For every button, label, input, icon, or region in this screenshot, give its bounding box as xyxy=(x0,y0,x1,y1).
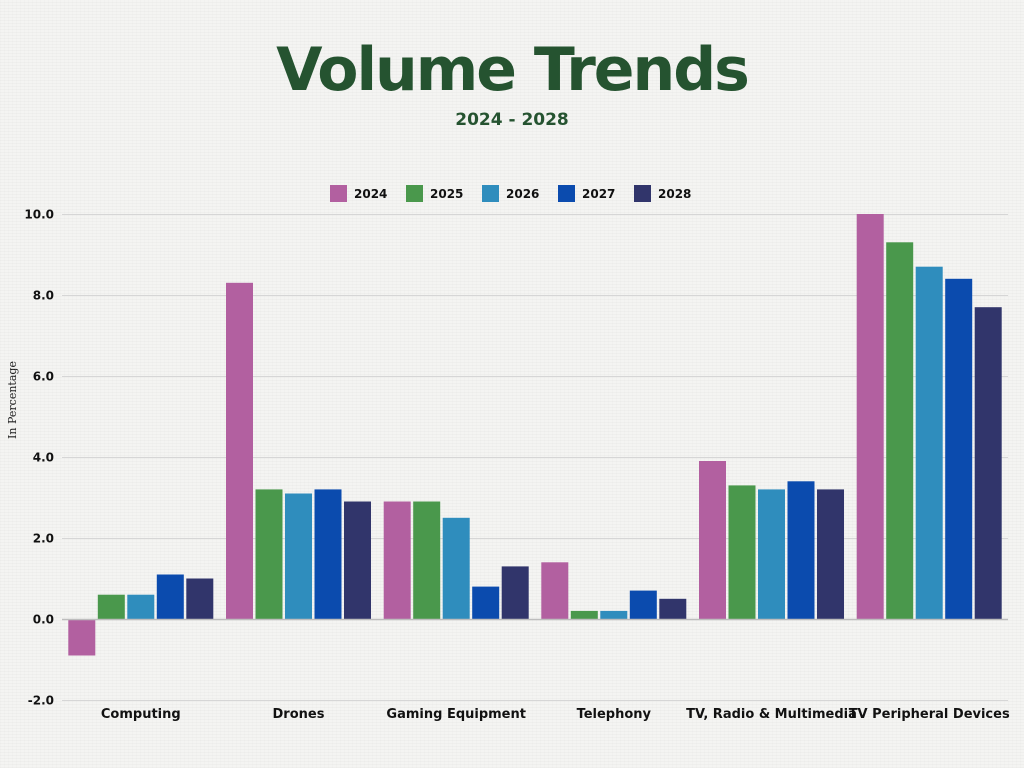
y-tick-label: 4.0 xyxy=(33,451,54,465)
legend-swatch xyxy=(634,185,651,202)
x-category-label: Gaming Equipment xyxy=(386,707,526,722)
bar xyxy=(945,278,973,619)
bar xyxy=(68,619,96,656)
x-category-label: TV Peripheral Devices xyxy=(849,707,1010,722)
bar xyxy=(915,266,943,619)
bars xyxy=(68,214,1002,656)
bar xyxy=(97,594,125,619)
bar xyxy=(541,562,569,619)
bar xyxy=(413,501,441,619)
legend-swatch xyxy=(558,185,575,202)
bar xyxy=(344,501,371,619)
legend-label: 2027 xyxy=(582,187,615,201)
bar xyxy=(659,598,687,620)
x-axis-categories: Computing Drones Gaming Equipment Telephony… xyxy=(101,707,1010,722)
bar xyxy=(817,489,844,619)
legend: 2024 2025 2026 2027 2028 xyxy=(330,185,691,202)
legend-label: 2026 xyxy=(506,187,539,201)
bar xyxy=(787,481,815,619)
y-tick-label: -2.0 xyxy=(28,694,54,708)
legend-label: 2024 xyxy=(354,187,387,201)
chart-title: Volume Trends xyxy=(276,35,750,105)
bar xyxy=(886,242,914,620)
legend-label: 2028 xyxy=(658,187,691,201)
bar xyxy=(186,578,214,619)
y-tick-label: 6.0 xyxy=(33,370,54,384)
y-axis-label: In Percentage xyxy=(6,361,19,439)
bar xyxy=(442,517,470,620)
legend-swatch xyxy=(330,185,347,202)
bar xyxy=(285,493,312,619)
bar xyxy=(856,214,884,619)
legend-swatch xyxy=(482,185,499,202)
bar xyxy=(472,586,500,619)
y-tick-label: 10.0 xyxy=(24,208,54,222)
legend-label: 2025 xyxy=(430,187,463,201)
bar xyxy=(699,461,726,619)
x-category-label: Drones xyxy=(273,707,325,722)
legend-swatch xyxy=(406,185,423,202)
bar xyxy=(728,485,756,619)
bar xyxy=(974,307,1002,619)
bar xyxy=(127,594,155,619)
y-tick-label: 8.0 xyxy=(33,289,54,303)
bar xyxy=(600,610,628,619)
bar xyxy=(156,574,184,619)
y-axis-ticks: -2.0 0.0 2.0 4.0 6.0 8.0 10.0 xyxy=(24,208,54,708)
y-tick-label: 0.0 xyxy=(33,613,54,627)
bar xyxy=(383,501,411,619)
bar xyxy=(570,610,598,619)
x-category-label: TV, Radio & Multimedia xyxy=(686,707,857,722)
x-category-label: Computing xyxy=(101,707,181,722)
bar xyxy=(501,566,529,619)
bar xyxy=(314,489,342,619)
grid-lines xyxy=(62,214,1008,701)
bar xyxy=(226,282,253,619)
bar xyxy=(629,590,657,619)
chart-subtitle: 2024 - 2028 xyxy=(455,110,569,130)
bar xyxy=(255,489,283,619)
y-tick-label: 2.0 xyxy=(33,532,54,546)
bar xyxy=(758,489,785,619)
x-category-label: Telephony xyxy=(577,707,652,722)
